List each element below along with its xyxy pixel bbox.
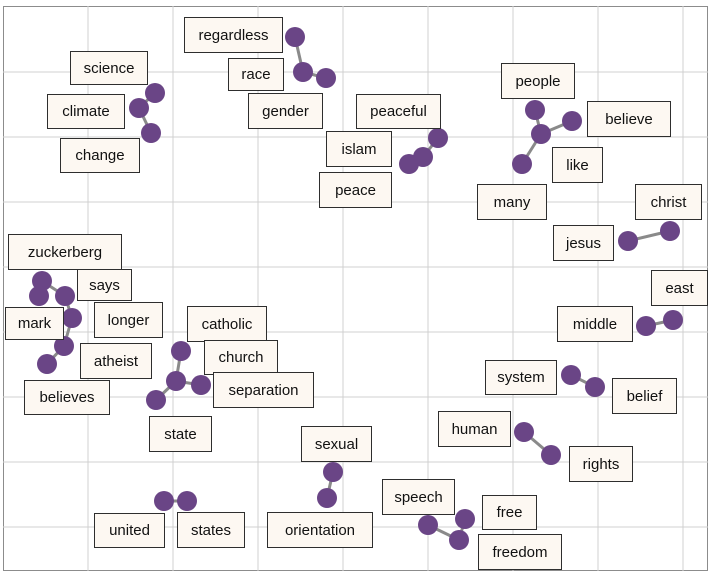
- node-regardless: [285, 27, 305, 47]
- word-label-middle: middle: [557, 306, 633, 342]
- node-mark: [29, 286, 49, 306]
- node-climate: [129, 98, 149, 118]
- word-label-christ: christ: [635, 184, 702, 220]
- node-zuckerberg: [32, 271, 52, 291]
- word-label-peace: peace: [319, 172, 392, 208]
- word-label-change: change: [60, 138, 140, 173]
- word-label-east: east: [651, 270, 708, 306]
- word-label-freedom: freedom: [478, 534, 562, 570]
- word-label-peaceful: peaceful: [356, 94, 441, 129]
- node-race: [293, 62, 313, 82]
- word-label-gender: gender: [248, 93, 323, 129]
- word-label-people: people: [501, 63, 575, 99]
- node-system: [561, 365, 581, 385]
- word-label-united: united: [94, 513, 165, 548]
- node-atheist: [54, 336, 74, 356]
- node-jesus: [618, 231, 638, 251]
- word-label-jesus: jesus: [553, 225, 614, 261]
- node-free: [455, 509, 475, 529]
- word-label-belief: belief: [612, 378, 677, 414]
- word-label-race: race: [228, 58, 284, 91]
- word-label-many: many: [477, 184, 547, 220]
- word-label-system: system: [485, 360, 557, 395]
- word-label-separation: separation: [213, 372, 314, 408]
- node-catholic: [171, 341, 191, 361]
- node-believes: [37, 354, 57, 374]
- word-label-believe: believe: [587, 101, 671, 137]
- word-label-orientation: orientation: [267, 512, 373, 548]
- node-freedom: [449, 530, 469, 550]
- node-rights: [541, 445, 561, 465]
- node-church: [166, 371, 186, 391]
- word-label-states: states: [177, 512, 245, 548]
- word-label-zuckerberg: zuckerberg: [8, 234, 122, 270]
- node-gender: [316, 68, 336, 88]
- word-label-speech: speech: [382, 479, 455, 515]
- word-label-rights: rights: [569, 446, 633, 482]
- node-believe: [562, 111, 582, 131]
- node-christ: [660, 221, 680, 241]
- node-peace: [399, 154, 419, 174]
- word-label-believes: believes: [24, 380, 110, 415]
- node-united: [154, 491, 174, 511]
- node-peaceful: [428, 128, 448, 148]
- word-label-longer: longer: [94, 302, 163, 338]
- word-label-regardless: regardless: [184, 17, 283, 53]
- node-like: [531, 124, 551, 144]
- node-orientation: [317, 488, 337, 508]
- word-label-human: human: [438, 411, 511, 447]
- node-states: [177, 491, 197, 511]
- node-change: [141, 123, 161, 143]
- node-people: [525, 100, 545, 120]
- word-label-church: church: [204, 340, 278, 375]
- node-says: [55, 286, 75, 306]
- word-label-islam: islam: [326, 131, 392, 167]
- node-separation: [191, 375, 211, 395]
- node-middle: [636, 316, 656, 336]
- node-many: [512, 154, 532, 174]
- word-label-says: says: [77, 269, 132, 301]
- node-sexual: [323, 462, 343, 482]
- word-label-mark: mark: [5, 307, 64, 340]
- word-label-catholic: catholic: [187, 306, 267, 342]
- node-speech: [418, 515, 438, 535]
- node-state: [146, 390, 166, 410]
- word-label-sexual: sexual: [301, 426, 372, 462]
- node-human: [514, 422, 534, 442]
- node-science: [145, 83, 165, 103]
- word-label-science: science: [70, 51, 148, 85]
- word-label-climate: climate: [47, 94, 125, 129]
- word-label-state: state: [149, 416, 212, 452]
- node-longer: [62, 308, 82, 328]
- word-label-free: free: [482, 495, 537, 530]
- word-label-atheist: atheist: [80, 343, 152, 379]
- word-label-like: like: [552, 147, 603, 183]
- node-east: [663, 310, 683, 330]
- node-belief: [585, 377, 605, 397]
